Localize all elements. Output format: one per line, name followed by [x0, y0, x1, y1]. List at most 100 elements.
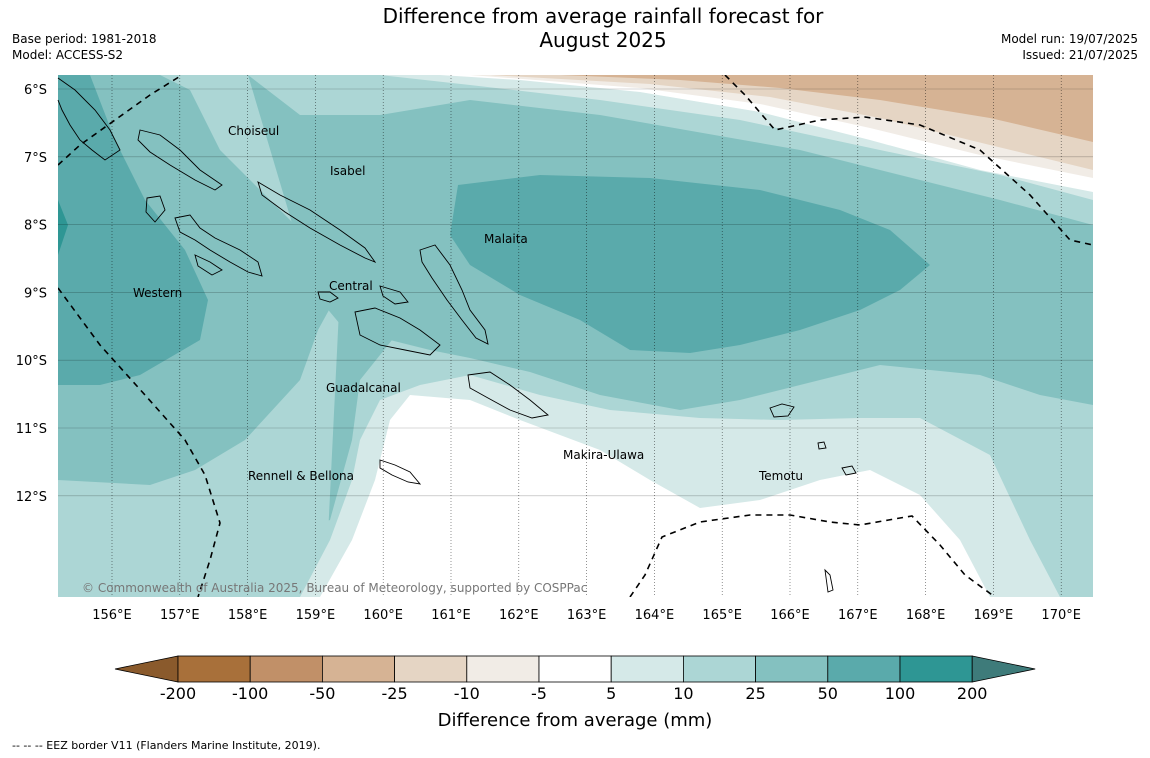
lon-tick-label: 160°E [363, 608, 403, 623]
coast-makira [467, 371, 550, 419]
colorbar-swatch [755, 655, 829, 683]
contour-100-200-west [58, 200, 68, 255]
base-period-text: Base period: 1981-2018 [12, 32, 157, 46]
colorbar-swatch [610, 655, 684, 683]
eez-south [629, 514, 996, 597]
colorbar-swatch [466, 655, 540, 683]
contour-neutral-south [320, 395, 990, 597]
lon-tick-label: 164°E [635, 608, 675, 623]
lat-tick-label: 9°S [24, 286, 47, 301]
contour-neg25-neg50 [560, 75, 1093, 142]
region-labels: Choiseul Isabel Malaita Western Central … [133, 124, 803, 483]
eez-borders [58, 75, 1093, 597]
footnote: -- -- -- EEZ border V11 (Flanders Marine… [12, 739, 321, 752]
colorbar-swatch [394, 655, 468, 683]
coast-malaita [419, 244, 489, 345]
coast-anuta [824, 568, 834, 593]
coast-russell [379, 285, 409, 305]
colorbar-swatch [249, 655, 323, 683]
colorbar-label: -10 [454, 684, 480, 703]
model-text: Model: ACCESS-S2 [12, 48, 124, 62]
latitude-labels: 6°S 7°S 8°S 9°S 10°S 11°S 12°S [16, 83, 47, 505]
contour-layer [58, 75, 1093, 597]
label-makira-ulawa: Makira-Ulawa [563, 448, 644, 462]
colorbar-swatch [827, 655, 901, 683]
coast-tikopia [817, 441, 827, 450]
label-temotu: Temotu [758, 469, 803, 483]
contour-10-25-sw [58, 290, 340, 597]
lat-tick-label: 7°S [24, 151, 47, 166]
lon-tick-label: 161°E [431, 608, 471, 623]
lon-tick-label: 162°E [499, 608, 539, 623]
label-rennell-bellona: Rennell & Bellona [248, 469, 354, 483]
coast-bougainville [57, 77, 121, 161]
colorbar-label: 10 [673, 684, 693, 703]
copyright-text: © Commonwealth of Australia 2025, Bureau… [82, 581, 587, 595]
lat-tick-label: 12°S [16, 490, 47, 505]
title-line-1: Difference from average rainfall forecas… [382, 4, 824, 28]
colorbar-swatch [177, 655, 251, 683]
colorbar-extend-high [971, 655, 1036, 683]
lat-tick-label: 10°S [16, 354, 47, 369]
colorbar-extend-low [114, 655, 179, 683]
coastlines [57, 77, 857, 593]
coast-santa-cruz [769, 403, 795, 418]
lon-tick-label: 157°E [160, 608, 200, 623]
lon-tick-label: 165°E [702, 608, 742, 623]
coast-guadalcanal [354, 307, 441, 356]
label-isabel: Isabel [330, 164, 365, 178]
lat-tick-label: 11°S [16, 422, 47, 437]
coast-new-georgia [174, 214, 263, 277]
model-run-text: Model run: 19/07/2025 [1000, 32, 1138, 46]
lon-tick-label: 158°E [228, 608, 268, 623]
lon-tick-label: 170°E [1041, 608, 1081, 623]
label-western: Western [133, 286, 182, 300]
colorbar-title: Difference from average (mm) [438, 710, 713, 731]
colorbar-label: 5 [606, 684, 616, 703]
title-line-2: August 2025 [539, 28, 667, 52]
issued-text: Issued: 21/07/2025 [1022, 48, 1138, 62]
lon-tick-label: 167°E [838, 608, 878, 623]
chart-title: Difference from average rainfall forecas… [300, 4, 906, 52]
lon-tick-label: 159°E [296, 608, 336, 623]
coast-florida [317, 291, 339, 303]
coast-rendova [194, 254, 223, 276]
eez-west [58, 287, 221, 597]
grid-lines [58, 75, 1093, 597]
label-guadalcanal: Guadalcanal [326, 381, 401, 395]
colorbar-label: 50 [818, 684, 838, 703]
colorbar-label: 200 [957, 684, 988, 703]
lon-tick-label: 168°E [906, 608, 946, 623]
colorbar-label: -5 [531, 684, 547, 703]
label-malaita: Malaita [484, 232, 528, 246]
colorbar-label: -25 [382, 684, 408, 703]
lon-tick-label: 163°E [567, 608, 607, 623]
colorbar-label: -100 [232, 684, 268, 703]
colorbar-label: 25 [745, 684, 765, 703]
label-choiseul: Choiseul [228, 124, 279, 138]
lon-tick-label: 166°E [770, 608, 810, 623]
meta-right: Model run: 19/07/2025 Issued: 21/07/2025 [1001, 31, 1138, 63]
coast-choiseul [137, 129, 223, 191]
coast-rennell [379, 459, 422, 485]
lat-tick-label: 6°S [24, 83, 47, 98]
lon-tick-label: 156°E [92, 608, 132, 623]
colorbar: -200 -100 -50 -25 -10 -5 5 10 25 50 100 200 [114, 655, 1036, 703]
colorbar-swatch [321, 655, 395, 683]
coast-vanikoro [841, 465, 857, 476]
colorbar-label: -200 [160, 684, 196, 703]
coast-isabel [257, 181, 377, 263]
coast-vella [145, 195, 166, 223]
lat-tick-label: 8°S [24, 219, 47, 234]
longitude-labels: 156°E 157°E 158°E 159°E 160°E 161°E 162°E 163°E… [92, 608, 1081, 623]
colorbar-label: 100 [885, 684, 916, 703]
lon-tick-label: 169°E [974, 608, 1014, 623]
colorbar-swatch [683, 655, 757, 683]
colorbar-swatch [538, 655, 612, 683]
contour-50-100-malaita [450, 175, 930, 353]
colorbar-swatch [899, 655, 973, 683]
label-central: Central [329, 279, 373, 293]
meta-left: Base period: 1981-2018 Model: ACCESS-S2 [12, 31, 157, 63]
colorbar-label: -50 [309, 684, 335, 703]
